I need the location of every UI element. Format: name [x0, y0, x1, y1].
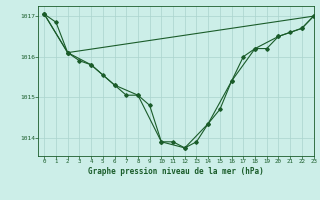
X-axis label: Graphe pression niveau de la mer (hPa): Graphe pression niveau de la mer (hPa) [88, 167, 264, 176]
